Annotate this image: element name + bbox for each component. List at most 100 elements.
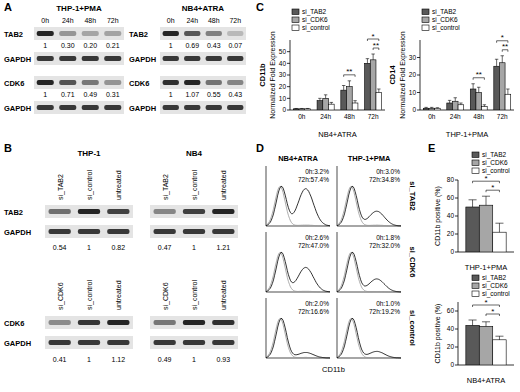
blot-band <box>154 209 176 214</box>
percent-label: 0h:2.6% <box>305 234 329 241</box>
blot-membrane <box>34 76 124 89</box>
x-tick-label: 0h <box>298 113 306 120</box>
blot-band <box>227 56 243 61</box>
blot-band <box>49 320 71 325</box>
legend-label: si_control <box>482 290 510 298</box>
blot-band <box>37 56 54 61</box>
blot-membrane <box>150 225 238 238</box>
x-tick-label: 24h <box>450 113 461 120</box>
histogram-0h <box>337 318 401 358</box>
blot-band <box>82 80 99 85</box>
x-axis-label: NB4+ATRA <box>467 376 505 385</box>
significance-label: ** <box>502 42 508 51</box>
error-stem <box>486 196 487 205</box>
y-tick <box>455 180 458 181</box>
error-bar <box>377 89 380 93</box>
band-quant: 1.21 <box>217 244 231 251</box>
blot-band <box>212 229 234 234</box>
band-quant: 0.30 <box>61 42 75 49</box>
blot-membrane <box>150 205 238 218</box>
protein-label: GAPDH <box>4 339 31 348</box>
bar <box>476 93 482 111</box>
bar <box>493 340 506 365</box>
y-tick-label: 20 <box>409 71 417 78</box>
error-stem <box>325 95 326 99</box>
blot-band <box>104 105 121 110</box>
x-axis-label: CD11b <box>322 365 345 374</box>
legend-swatch <box>472 283 479 289</box>
histogram-0h <box>266 252 330 292</box>
y-tick <box>287 51 290 52</box>
blot-band <box>154 340 176 345</box>
error-stem <box>472 200 473 207</box>
legend-label: si_CDK6 <box>432 16 458 24</box>
protein-label: TAB2 <box>4 30 23 39</box>
x-tick-label: 72h <box>368 113 379 120</box>
blot-band <box>163 105 179 110</box>
bar <box>452 101 458 110</box>
band-quant: 0.69 <box>185 42 199 49</box>
band-quant: 0.82 <box>112 244 126 251</box>
band-quant: 0.71 <box>61 91 75 98</box>
error-stem <box>367 59 368 64</box>
error-bar <box>459 103 462 105</box>
y-tick <box>417 92 420 93</box>
legend-label: si_TAB2 <box>482 274 506 282</box>
y-tick <box>455 329 458 330</box>
legend-label: si_CDK6 <box>482 159 508 167</box>
error-cap <box>342 85 345 86</box>
error-cap <box>482 321 490 322</box>
protein-label: CDK6 <box>4 319 24 328</box>
blot-membrane <box>34 27 124 40</box>
bar <box>470 89 476 110</box>
y-tick-label: 30 <box>409 54 417 61</box>
y-axis <box>420 40 421 110</box>
bar <box>341 90 347 110</box>
error-bar <box>454 98 457 102</box>
x-axis-label: NB4+ATRA <box>318 130 356 139</box>
y-tick <box>455 365 458 366</box>
band-quant: 1 <box>87 244 91 251</box>
percent-label: 0h:1.0% <box>376 300 400 307</box>
y-tick <box>455 311 458 312</box>
y-axis <box>290 40 291 110</box>
chart-title: CD14 <box>388 65 397 85</box>
bar <box>423 108 429 110</box>
blot-membrane <box>45 336 133 349</box>
blot-title: NB4 <box>186 149 203 158</box>
lane-label: 24h <box>62 17 74 24</box>
error-cap <box>471 83 474 84</box>
bar <box>494 66 500 110</box>
blot-band <box>104 56 121 61</box>
bar <box>499 63 505 110</box>
error-bar <box>348 81 351 87</box>
lane-label: si_CDK6 <box>57 282 65 310</box>
marks <box>466 196 506 252</box>
error-stem <box>496 59 497 66</box>
bar <box>429 108 435 110</box>
error-bar <box>371 54 374 60</box>
percent-label: 0h:1.8% <box>376 234 400 241</box>
blot-band <box>49 209 71 214</box>
error-cap <box>436 107 439 108</box>
bar <box>352 103 358 110</box>
band-quant: 0.21 <box>106 42 120 49</box>
blot-title: NB4+ATRA <box>182 4 225 13</box>
blot-band <box>163 31 179 36</box>
marks <box>466 320 506 365</box>
error-cap <box>469 320 477 321</box>
blot-band <box>37 80 54 85</box>
band-quant: 0.55 <box>207 91 221 98</box>
blot-band <box>212 340 234 345</box>
significance-label: * <box>484 174 487 183</box>
error-stem <box>478 87 479 92</box>
y-tick-label: 40 <box>447 325 455 332</box>
histogram-axes <box>266 232 330 292</box>
legend-label: si_TAB2 <box>302 8 326 16</box>
lane-label: 72h <box>229 17 241 24</box>
row-label: si_control <box>408 310 417 346</box>
error-cap <box>495 223 503 224</box>
panel-label: B <box>4 142 12 154</box>
bar-chart: 020406080THP-1+PMACD11b positive (%)**si… <box>434 151 514 272</box>
error-bar <box>495 59 498 66</box>
